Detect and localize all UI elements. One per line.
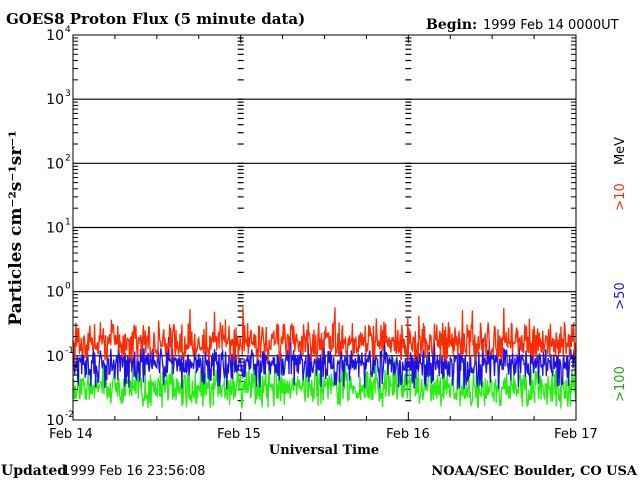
y-tick-label: 10 — [46, 28, 64, 44]
x-tick-labels: Feb 14 Feb 15 Feb 16 Feb 17 — [49, 427, 598, 442]
updated-label: Updated — [1, 463, 67, 479]
y-tick-label: 10 — [46, 413, 64, 429]
begin-label: Begin: — [426, 17, 477, 33]
y-tick-exponent: -2 — [65, 410, 74, 420]
legend-gt10: >10 — [613, 183, 628, 210]
y-tick-exponent: 4 — [65, 25, 71, 35]
updated-value: 1999 Feb 16 23:56:08 — [62, 464, 205, 479]
x-tick-label: Feb 16 — [386, 427, 430, 442]
legend-unit: MeV — [613, 137, 628, 165]
y-tick-label: 10 — [46, 349, 64, 365]
x-axis-label: Universal Time — [269, 443, 379, 458]
y-tick-exponent: 1 — [65, 218, 71, 228]
x-tick-label: Feb 15 — [217, 427, 261, 442]
y-tick-exponent: -1 — [65, 346, 74, 356]
y-tick-exponent: 2 — [65, 153, 71, 163]
series-line — [72, 356, 577, 409]
y-tick-exponent: 0 — [65, 282, 71, 292]
y-tick-label: 10 — [46, 92, 64, 108]
series-line — [72, 307, 577, 363]
legend-gt100: >100 — [613, 366, 628, 402]
begin-value: 1999 Feb 14 0000UT — [483, 18, 619, 33]
series-line — [72, 336, 577, 390]
y-tick-exponent: 3 — [65, 89, 71, 99]
series-layer — [72, 307, 577, 409]
y-tick-label: 10 — [46, 221, 64, 237]
y-axis-label: Particles cm⁻²s⁻¹sr⁻¹ — [6, 130, 26, 325]
credit: NOAA/SEC Boulder, CO USA — [431, 464, 638, 479]
x-tick-label: Feb 14 — [49, 427, 93, 442]
x-tick-label: Feb 17 — [554, 427, 598, 442]
axis-ticks — [72, 35, 577, 420]
y-tick-label: 10 — [46, 156, 64, 172]
chart-title: GOES8 Proton Flux (5 minute data) — [6, 10, 305, 28]
y-tick-label: 10 — [46, 285, 64, 301]
legend-gt50: >50 — [613, 282, 628, 309]
plot-frame — [72, 34, 577, 421]
